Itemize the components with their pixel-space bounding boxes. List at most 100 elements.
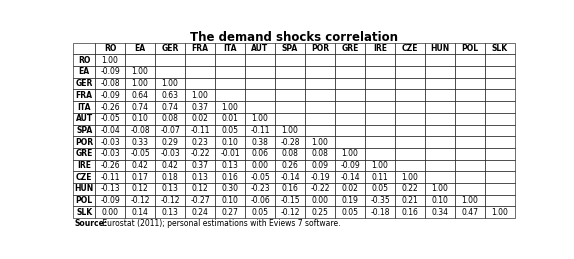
Text: -0.15: -0.15 — [280, 196, 300, 205]
Text: -0.14: -0.14 — [280, 173, 300, 182]
Text: POL: POL — [461, 44, 479, 53]
Bar — [275, 113, 305, 125]
Bar — [425, 89, 455, 101]
Bar — [455, 78, 485, 89]
Bar — [245, 78, 275, 89]
Text: 0.10: 0.10 — [131, 114, 149, 123]
Bar — [395, 78, 425, 89]
Bar — [73, 101, 95, 113]
Bar — [395, 125, 425, 136]
Bar — [245, 195, 275, 206]
Text: 1.00: 1.00 — [342, 149, 359, 158]
Text: 0.42: 0.42 — [161, 161, 179, 170]
Text: 0.33: 0.33 — [131, 138, 149, 147]
Bar — [215, 125, 245, 136]
Bar — [455, 148, 485, 160]
Bar — [365, 136, 395, 148]
Text: 0.23: 0.23 — [192, 138, 208, 147]
Bar — [73, 148, 95, 160]
Bar — [425, 195, 455, 206]
Bar — [275, 148, 305, 160]
Bar — [73, 78, 95, 89]
Bar — [155, 43, 185, 54]
Text: The demand shocks correlation: The demand shocks correlation — [190, 31, 398, 44]
Bar — [455, 160, 485, 171]
Bar — [125, 195, 155, 206]
Text: -0.28: -0.28 — [280, 138, 300, 147]
Bar — [245, 125, 275, 136]
Bar — [95, 160, 125, 171]
Bar — [365, 125, 395, 136]
Bar — [335, 78, 365, 89]
Bar — [125, 160, 155, 171]
Text: 0.00: 0.00 — [312, 196, 328, 205]
Text: -0.08: -0.08 — [130, 126, 150, 135]
Bar — [275, 171, 305, 183]
Text: 1.00: 1.00 — [461, 196, 479, 205]
Bar — [485, 89, 515, 101]
Bar — [125, 206, 155, 218]
Bar — [395, 171, 425, 183]
Bar — [245, 54, 275, 66]
Text: 0.63: 0.63 — [161, 91, 179, 100]
Bar — [275, 78, 305, 89]
Bar — [155, 171, 185, 183]
Text: EA: EA — [134, 44, 146, 53]
Bar — [185, 113, 215, 125]
Text: 0.47: 0.47 — [461, 208, 479, 217]
Bar — [275, 160, 305, 171]
Bar — [73, 66, 95, 78]
Bar — [425, 66, 455, 78]
Bar — [185, 195, 215, 206]
Bar — [305, 136, 335, 148]
Bar — [245, 160, 275, 171]
Bar — [365, 43, 395, 54]
Bar — [215, 195, 245, 206]
Bar — [425, 54, 455, 66]
Bar — [335, 43, 365, 54]
Text: 0.10: 0.10 — [222, 196, 238, 205]
Text: 1.00: 1.00 — [371, 161, 389, 170]
Bar — [365, 66, 395, 78]
Bar — [73, 113, 95, 125]
Bar — [335, 66, 365, 78]
Bar — [245, 136, 275, 148]
Bar — [485, 160, 515, 171]
Bar — [155, 54, 185, 66]
Text: HUN: HUN — [75, 184, 94, 193]
Bar — [485, 113, 515, 125]
Bar — [395, 43, 425, 54]
Bar — [73, 89, 95, 101]
Text: EA: EA — [79, 67, 90, 76]
Text: 0.30: 0.30 — [222, 184, 239, 193]
Text: 0.19: 0.19 — [342, 196, 359, 205]
Bar — [455, 43, 485, 54]
Text: -0.09: -0.09 — [340, 161, 360, 170]
Bar — [335, 125, 365, 136]
Bar — [185, 89, 215, 101]
Text: -0.09: -0.09 — [100, 196, 120, 205]
Bar — [365, 171, 395, 183]
Bar — [275, 54, 305, 66]
Text: 0.11: 0.11 — [371, 173, 389, 182]
Bar — [215, 171, 245, 183]
Bar — [365, 206, 395, 218]
Text: -0.08: -0.08 — [100, 79, 120, 88]
Text: -0.09: -0.09 — [100, 91, 120, 100]
Text: 1.00: 1.00 — [222, 103, 238, 112]
Bar — [305, 89, 335, 101]
Bar — [275, 206, 305, 218]
Text: 0.10: 0.10 — [432, 196, 448, 205]
Text: 0.74: 0.74 — [131, 103, 149, 112]
Text: -0.05: -0.05 — [250, 173, 270, 182]
Bar — [185, 160, 215, 171]
Bar — [365, 195, 395, 206]
Text: Eurostat (2011); personal estimations with Eviews 7 software.: Eurostat (2011); personal estimations wi… — [100, 219, 341, 228]
Bar — [95, 54, 125, 66]
Bar — [395, 101, 425, 113]
Text: -0.06: -0.06 — [250, 196, 270, 205]
Text: 1.00: 1.00 — [432, 184, 448, 193]
Text: -0.09: -0.09 — [100, 67, 120, 76]
Text: 1.00: 1.00 — [102, 56, 118, 65]
Text: -0.35: -0.35 — [370, 196, 390, 205]
